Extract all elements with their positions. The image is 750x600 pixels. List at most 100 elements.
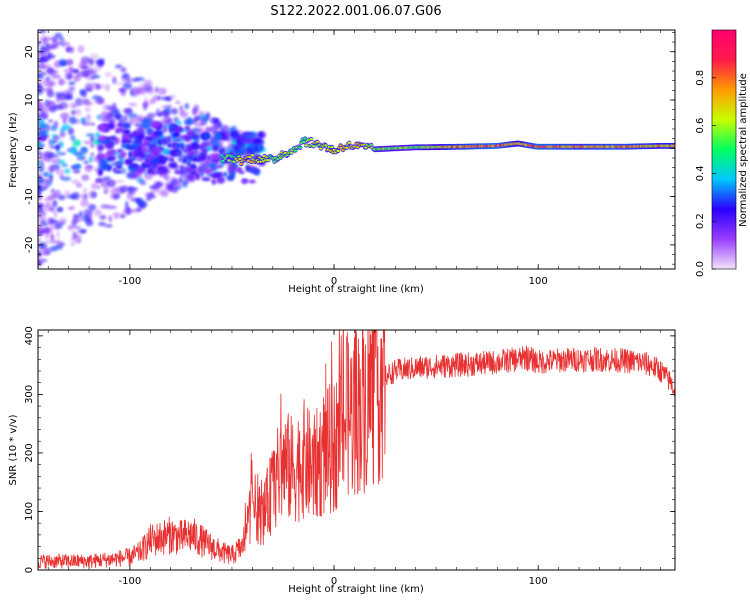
spectrogram-noise-blob (157, 95, 161, 101)
spectrogram-noise-blob (211, 140, 220, 147)
spectrogram-noise-blob (149, 98, 156, 105)
spectrogram-noise-blob (136, 206, 142, 213)
spectrogram-cluster-blob (121, 122, 131, 130)
spectrogram-cluster-blob (121, 139, 126, 145)
spectrogram-noise-blob (166, 183, 175, 190)
spectrogram-noise-blob (54, 32, 63, 39)
spectrogram-noise-blob (154, 86, 159, 93)
spectrogram-noise-blob (172, 178, 178, 185)
spectrogram-noise-blob (57, 152, 67, 156)
spectrogram-noise-blob (46, 172, 53, 176)
spectrogram-cluster-blob (143, 139, 151, 146)
spectrogram-noise-blob (179, 110, 189, 119)
spectrogram-ridge-core (229, 155, 234, 158)
spectrogram-noise-blob (114, 64, 123, 69)
spectrogram-noise-blob (38, 209, 47, 218)
spectrogram-noise-blob (77, 229, 86, 234)
spectrogram-noise-blob (112, 194, 119, 200)
spectrogram-noise-blob (179, 105, 183, 110)
y-tick-label: 0 (24, 567, 35, 573)
spectrogram-noise-blob (107, 205, 117, 210)
spectrogram-ridge-core (311, 144, 316, 148)
spectrogram-cluster-blob (211, 178, 217, 185)
spectrogram-cluster-blob (202, 132, 212, 140)
spectrogram-noise-blob (98, 221, 106, 227)
spectrogram-noise-blob (92, 95, 102, 100)
spectrogram-noise-blob (88, 191, 93, 199)
spectrogram-cluster-blob (238, 137, 243, 143)
spectrogram-cluster-blob (97, 135, 107, 142)
spectrogram-noise-blob (67, 127, 74, 136)
spectrogram-noise-blob (160, 150, 169, 155)
spectrogram-noise-blob (59, 60, 67, 67)
spectrogram-noise-blob (55, 91, 62, 98)
snr-frame (37, 329, 676, 571)
spectrogram-noise-blob (199, 171, 205, 178)
spectrogram-noise-blob (68, 65, 73, 74)
spectrogram-cluster-blob (162, 139, 168, 143)
spectrogram-blobs (38, 30, 675, 267)
spectrogram-noise-blob (81, 174, 90, 181)
spectrogram-x-label: Height of straight line (km) (288, 284, 424, 295)
spectrogram-ridge-core (344, 146, 349, 149)
spectrogram-noise-blob (92, 74, 101, 79)
spectrogram-noise-blob (156, 108, 160, 114)
spectrogram-noise-blob (64, 89, 74, 96)
spectrogram-cluster-blob (146, 128, 154, 133)
spectrogram-noise-blob (83, 101, 93, 106)
spectrogram-noise-blob (136, 177, 144, 183)
spectrogram-noise-blob (38, 131, 45, 136)
spectrogram-noise-blob (75, 98, 85, 106)
y-tick-label: 0 (24, 145, 35, 151)
colorbar-gradient (712, 30, 736, 269)
spectrogram-frame (37, 29, 676, 270)
spectrogram-noise-blob (62, 124, 71, 131)
spectrogram-cluster-blob (148, 166, 154, 174)
spectrogram-noise-blob (90, 182, 98, 190)
spectrogram-noise-blob (38, 260, 42, 265)
spectrogram-cluster-blob (97, 143, 105, 151)
spectrogram-cluster-blob (157, 139, 163, 146)
spectrogram-cluster-blob (212, 153, 222, 160)
spectrogram-noise-blob (48, 68, 55, 76)
spectrogram-noise-blob (47, 51, 52, 59)
spectrogram-noise-blob (205, 127, 212, 131)
spectrogram-noise-blob (71, 165, 78, 169)
spectrogram-noise-blob (39, 219, 44, 223)
spectrogram-noise-blob (88, 156, 93, 163)
spectrogram-cluster-blob (227, 163, 235, 167)
spectrogram-noise-blob (70, 135, 76, 141)
spectrogram-noise-blob (69, 116, 77, 125)
spectrogram-noise-blob (64, 168, 71, 174)
spectrogram-cluster-blob (248, 179, 256, 184)
spectrogram-noise-blob (114, 180, 125, 183)
spectrogram-ridge-core (293, 149, 298, 152)
spectrogram-cluster-blob (129, 163, 139, 168)
spectrogram-cluster-blob (173, 131, 181, 138)
spectrogram-noise-blob (113, 151, 121, 157)
spectrogram-noise-blob (104, 72, 113, 77)
spectrogram-noise-blob (43, 36, 49, 44)
y-tick-label: 300 (24, 385, 35, 404)
spectrogram-ridge-core (250, 154, 255, 157)
spectrogram-noise-blob (38, 178, 44, 184)
spectrogram-cluster-blob (175, 144, 183, 148)
spectrogram-cluster-blob (150, 148, 157, 152)
colorbar-tick-label: 0.0 (695, 261, 706, 277)
spectrogram-noise-blob (38, 250, 42, 257)
spectrogram-cluster-blob (126, 143, 132, 150)
spectrogram-cluster-blob (226, 174, 235, 181)
spectrogram-cluster-blob (189, 164, 197, 169)
spectrogram-y-label: Frequency (Hz) (8, 112, 19, 188)
spectrogram-cluster-blob (204, 160, 210, 165)
spectrogram-noise-blob (122, 73, 130, 79)
spectrogram-cluster-blob (136, 168, 147, 173)
spectrogram-noise-blob (71, 219, 77, 228)
spectrogram-noise-blob (39, 181, 50, 189)
spectrogram-cluster-blob (169, 149, 179, 157)
spectrogram-noise-blob (48, 175, 53, 179)
spectrogram-noise-blob (56, 143, 60, 150)
snr-y-ticks: 0 100 200 300 400 (24, 326, 675, 573)
spectrogram-cluster-blob (216, 176, 226, 184)
